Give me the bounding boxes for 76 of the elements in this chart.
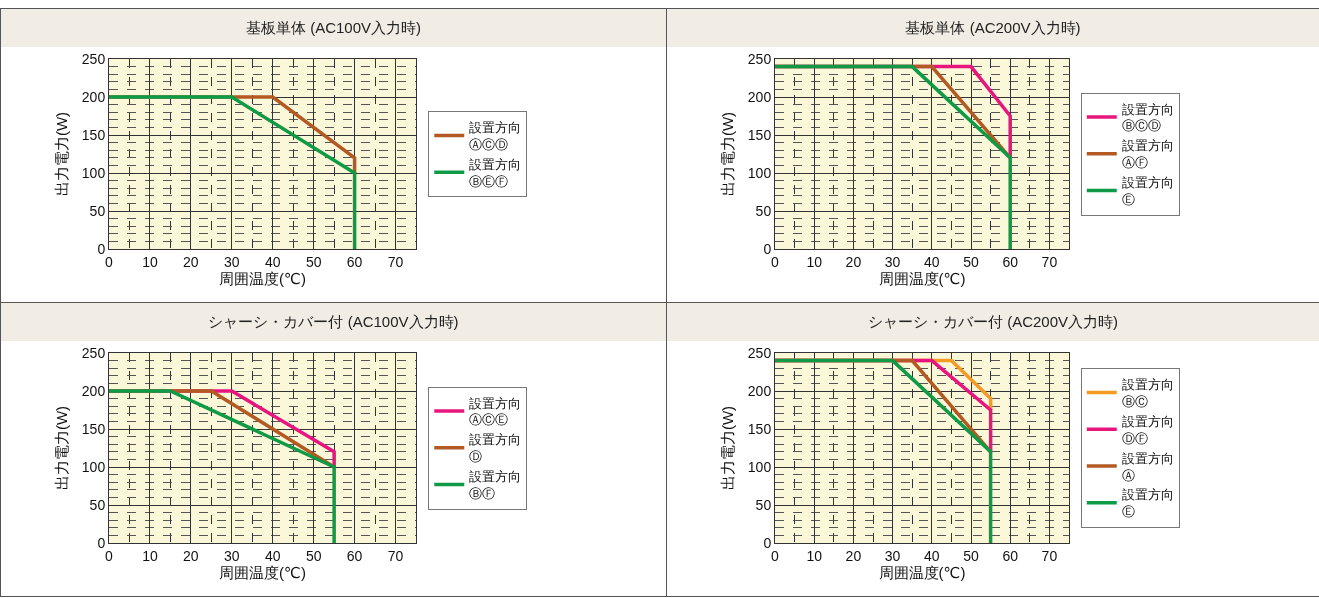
- y-tick-label: 0: [97, 240, 106, 257]
- x-tick-label: 50: [305, 253, 322, 270]
- y-tick-label: 100: [747, 164, 772, 181]
- x-axis-title: 周囲温度(℃): [219, 269, 306, 287]
- x-tick-label: 20: [183, 253, 199, 270]
- y-tick-label: 150: [747, 420, 772, 437]
- x-tick-label: 60: [1002, 253, 1019, 270]
- x-tick-label: 30: [884, 547, 901, 564]
- chart-title: シャーシ・カバー付 (AC100V入力時): [1, 303, 666, 341]
- legend-label: 設置方向 Ⓐ: [1121, 450, 1174, 483]
- y-tick-label: 100: [747, 458, 772, 475]
- y-axis-title: 出力電力(W): [53, 405, 71, 491]
- x-tick-label: 70: [387, 253, 404, 270]
- x-tick-label: 70: [1041, 253, 1058, 270]
- x-tick-label: 30: [884, 253, 901, 270]
- y-tick-label: 0: [763, 240, 772, 257]
- x-axis-title: 周囲温度(℃): [878, 269, 966, 287]
- legend-label: 設置方向 ⒷⒸⒹ: [1121, 101, 1174, 134]
- y-tick-label: 200: [81, 382, 106, 399]
- y-tick-label: 50: [755, 496, 772, 513]
- x-tick-label: 40: [924, 547, 940, 564]
- x-tick-label: 30: [224, 253, 240, 270]
- x-tick-label: 60: [346, 547, 363, 564]
- legend-label: 設置方向 ⒷⒻ: [469, 469, 522, 502]
- y-tick-label: 50: [89, 202, 106, 219]
- y-tick-label: 50: [755, 202, 772, 219]
- x-tick-label: 60: [1002, 547, 1019, 564]
- legend-label: 設置方向 Ⓔ: [1121, 175, 1174, 208]
- x-tick-label: 20: [845, 547, 862, 564]
- y-tick-label: 200: [747, 88, 772, 105]
- x-tick-label: 50: [963, 547, 979, 564]
- legend-label: 設置方向 ⒶⒸⒺ: [469, 395, 522, 428]
- x-tick-label: 50: [963, 253, 979, 270]
- x-tick-label: 30: [224, 547, 240, 564]
- y-tick-label: 200: [81, 88, 106, 105]
- x-tick-label: 10: [142, 547, 158, 564]
- y-tick-label: 150: [81, 420, 106, 437]
- y-axis-title: 出力電力(W): [719, 405, 737, 491]
- legend-label: 設置方向 ⒶⒻ: [1121, 138, 1174, 171]
- x-tick-label: 10: [806, 547, 823, 564]
- y-tick-label: 200: [747, 382, 772, 399]
- x-axis-title: 周囲温度(℃): [219, 563, 306, 581]
- y-axis-title: 出力電力(W): [719, 111, 737, 197]
- y-tick-label: 150: [81, 126, 106, 143]
- y-tick-label: 50: [89, 496, 106, 513]
- y-tick-label: 100: [81, 458, 106, 475]
- chart-title: 基板単体 (AC100V入力時): [1, 9, 666, 47]
- chart-title: シャーシ・カバー付 (AC200V入力時): [667, 303, 1319, 341]
- x-tick-label: 40: [264, 547, 281, 564]
- y-tick-label: 150: [747, 126, 772, 143]
- y-tick-label: 100: [81, 164, 106, 181]
- legend-label: 設置方向 ⒹⒻ: [1121, 413, 1174, 446]
- x-tick-label: 60: [346, 253, 363, 270]
- x-tick-label: 40: [924, 253, 940, 270]
- x-tick-label: 10: [806, 253, 823, 270]
- x-tick-label: 40: [264, 253, 281, 270]
- x-tick-label: 20: [183, 547, 199, 564]
- y-tick-label: 250: [747, 50, 772, 67]
- x-tick-label: 70: [387, 547, 404, 564]
- legend-label: 設置方向 ⒷⒸ: [1121, 377, 1174, 409]
- x-tick-label: 10: [142, 253, 158, 270]
- y-axis-title: 出力電力(W): [53, 111, 71, 197]
- y-tick-label: 250: [81, 344, 106, 361]
- x-tick-label: 70: [1041, 547, 1058, 564]
- y-tick-label: 250: [747, 344, 772, 361]
- y-tick-label: 250: [81, 50, 106, 67]
- legend-label: 設置方向 ⒷⒺⒻ: [469, 156, 522, 189]
- x-axis-title: 周囲温度(℃): [878, 563, 966, 581]
- legend-label: 設置方向 ⒶⒸⒹ: [469, 120, 522, 152]
- legend-label: 設置方向 Ⓓ: [469, 432, 522, 465]
- x-tick-label: 50: [305, 547, 322, 564]
- legend-label: 設置方向 Ⓔ: [1121, 487, 1174, 520]
- y-tick-label: 0: [97, 534, 106, 551]
- x-tick-label: 20: [845, 253, 862, 270]
- chart-title: 基板単体 (AC200V入力時): [667, 9, 1319, 47]
- y-tick-label: 0: [763, 534, 772, 551]
